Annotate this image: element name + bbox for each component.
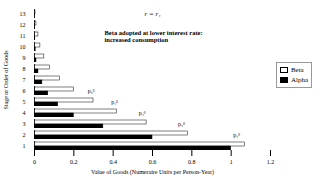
svg-text:Stage or Order of Goods: Stage or Order of Goods <box>3 50 9 110</box>
svg-text:10: 10 <box>20 44 26 50</box>
svg-text:p₃ᵝ: p₃ᵝ <box>139 110 146 116</box>
svg-text:1: 1 <box>230 159 233 165</box>
svg-text:11: 11 <box>20 33 26 39</box>
svg-text:0.6: 0.6 <box>149 159 157 165</box>
svg-text:5: 5 <box>23 99 26 105</box>
svg-text:8: 8 <box>23 66 26 72</box>
svg-text:Beta adopted at lower interest: Beta adopted at lower interest rate:incr… <box>105 29 203 43</box>
svg-text:p₂ᵝ: p₂ᵝ <box>178 121 185 127</box>
svg-text:9: 9 <box>23 55 26 61</box>
svg-text:6: 6 <box>23 88 26 94</box>
svg-text:7: 7 <box>23 77 26 83</box>
svg-text:12: 12 <box>20 22 26 28</box>
svg-text:0.2: 0.2 <box>70 159 78 165</box>
svg-text:Value of Goods (Numeraire Unit: Value of Goods (Numeraire Units per Pers… <box>91 169 214 176</box>
svg-text:3: 3 <box>23 121 26 127</box>
svg-text:4: 4 <box>23 110 26 116</box>
svg-text:p₅ᵝ: p₅ᵝ <box>88 88 95 94</box>
svg-text:1.2: 1.2 <box>267 159 275 165</box>
html-text:Alpha: Alpha <box>290 76 308 84</box>
svg-text:0.4: 0.4 <box>109 159 117 165</box>
svg-text:r = r₁: r = r₁ <box>144 10 160 18</box>
html-text:Beta: Beta <box>290 66 304 74</box>
svg-text:1: 1 <box>23 143 26 149</box>
svg-text:13: 13 <box>20 11 26 17</box>
svg-text:2: 2 <box>23 132 26 138</box>
svg-text:p₁ᵝ: p₁ᵝ <box>233 132 240 138</box>
svg-text:p₄ᵝ: p₄ᵝ <box>111 99 118 105</box>
svg-text:0.8: 0.8 <box>188 159 196 165</box>
svg-text:0: 0 <box>33 159 36 165</box>
